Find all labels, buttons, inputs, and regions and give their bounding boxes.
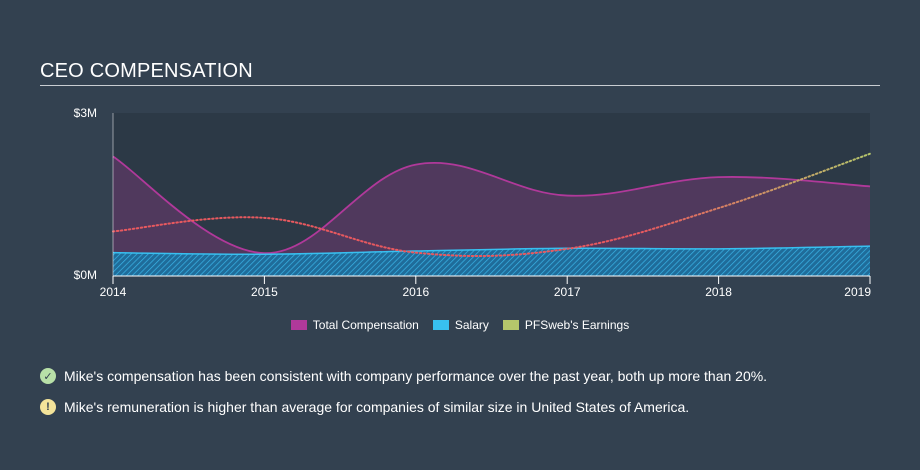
legend-item-total-compensation[interactable]: Total Compensation	[290, 318, 419, 332]
x-tick-label-2017: 2017	[554, 285, 581, 299]
x-tick-label-2018: 2018	[705, 285, 732, 299]
x-tick-label-2016: 2016	[402, 285, 429, 299]
legend-swatch-earnings	[502, 320, 519, 330]
exclamation-icon: !	[40, 399, 56, 415]
salary-line	[112, 245, 871, 256]
x-tick-label-2014: 2014	[100, 285, 127, 299]
legend-item-salary[interactable]: Salary	[432, 318, 489, 332]
note-text-consistency: Mike's compensation has been consistent …	[64, 368, 768, 384]
x-tick-label-2019: 2019	[844, 285, 871, 299]
title-divider	[40, 85, 880, 86]
legend-item-earnings[interactable]: PFSweb's Earnings	[502, 318, 630, 332]
legend-label-earnings: PFSweb's Earnings	[524, 318, 630, 332]
legend-swatch-salary	[432, 320, 449, 330]
note-text-remuneration: Mike's remuneration is higher than avera…	[64, 399, 690, 415]
legend-swatch-total-compensation	[290, 320, 307, 330]
note-consistency: ✓ Mike's compensation has been consisten…	[40, 368, 767, 384]
y-tick-label-min: $0M	[74, 268, 97, 282]
legend-label-total-compensation: Total Compensation	[312, 318, 419, 332]
earnings-line	[112, 152, 871, 258]
total-compensation-area	[113, 156, 870, 276]
y-tick-label-max: $3M	[74, 106, 97, 120]
total-compensation-line	[112, 155, 871, 255]
check-icon: ✓	[40, 368, 56, 384]
x-tick-label-2015: 2015	[251, 285, 278, 299]
legend-label-salary: Salary	[454, 318, 489, 332]
chart-legend: Total Compensation Salary PFSweb's Earni…	[0, 318, 920, 332]
salary-area	[113, 246, 870, 276]
chart-title: CEO COMPENSATION	[40, 60, 253, 82]
note-remuneration: ! Mike's remuneration is higher than ave…	[40, 399, 689, 415]
